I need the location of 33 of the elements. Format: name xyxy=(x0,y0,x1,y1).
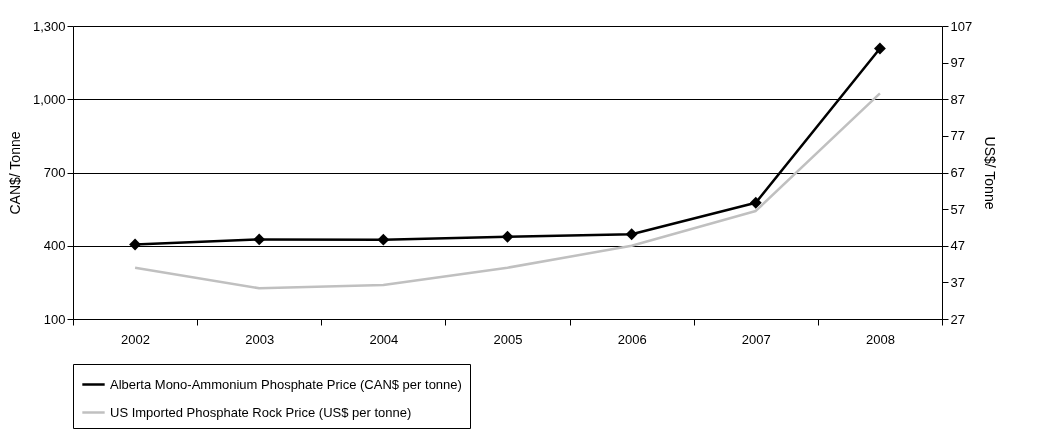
y2-tick-label: 57 xyxy=(950,201,965,217)
y2-axis-title: US$/ Tonne xyxy=(982,136,999,210)
y-tick-label: 400 xyxy=(43,238,66,254)
y2-tick-label: 37 xyxy=(950,274,965,290)
x-tick-label: 2003 xyxy=(245,331,275,347)
x-tick-label: 2002 xyxy=(121,331,151,347)
y2-tick-label: 107 xyxy=(950,18,973,34)
x-tick-label: 2006 xyxy=(617,331,647,347)
point xyxy=(253,233,266,246)
x-tick-label: 2008 xyxy=(865,331,895,347)
y2-tick-label: 77 xyxy=(950,128,965,144)
y-tick-label: 1,300 xyxy=(32,18,66,34)
y-tick-label: 100 xyxy=(43,311,66,327)
y2-tick-label: 27 xyxy=(950,311,965,327)
y-tick-label: 1,000 xyxy=(32,91,66,107)
x-tick-label: 2007 xyxy=(741,331,771,347)
legend-label: Alberta Mono-Ammonium Phosphate Price (CAN$ per tonne) xyxy=(110,376,462,392)
point xyxy=(129,238,141,251)
legend-label: US Imported Phosphate Rock Price (US$ per tonne) xyxy=(110,404,412,420)
point xyxy=(377,233,390,246)
y2-tick-label: 67 xyxy=(950,165,965,180)
point xyxy=(625,228,638,241)
y2-tick-label: 97 xyxy=(950,55,965,71)
point xyxy=(749,196,762,209)
point xyxy=(501,230,514,243)
y-axis-title: CAN$/ Tonne xyxy=(6,131,23,215)
y-tick-label: 700 xyxy=(43,165,66,180)
point xyxy=(874,42,886,55)
x-tick-label: 2005 xyxy=(493,331,523,347)
y2-tick-label: 87 xyxy=(950,91,965,107)
x-tick-label: 2004 xyxy=(369,331,399,347)
line-series xyxy=(133,92,882,290)
y2-tick-label: 47 xyxy=(950,238,965,254)
